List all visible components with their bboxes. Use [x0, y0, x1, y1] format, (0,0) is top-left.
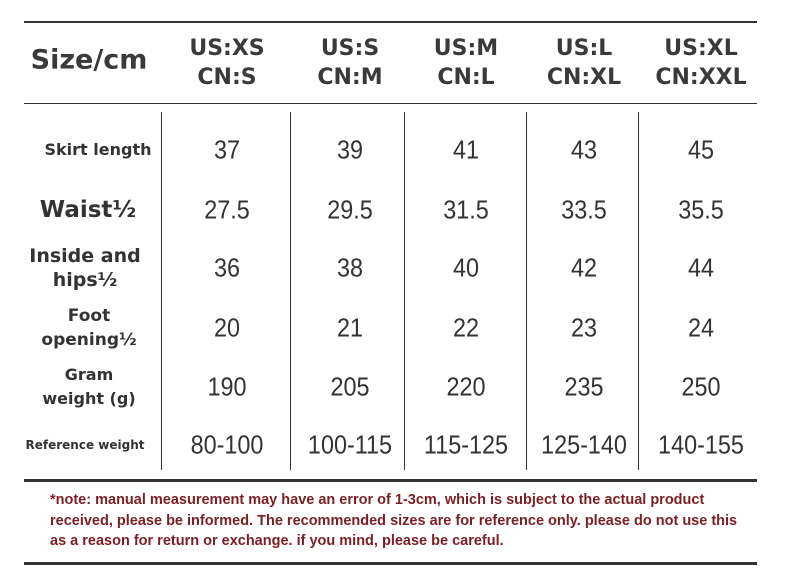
- table-cell: 41: [452, 134, 480, 165]
- row-label: Skirt length: [45, 138, 152, 162]
- table-cell: 36: [213, 252, 241, 283]
- table-cell: 22: [452, 312, 480, 343]
- table-cell: 39: [336, 134, 364, 165]
- table-cell: 220: [446, 371, 486, 402]
- size-column-header: US:L CN:XL: [547, 34, 621, 92]
- table-cell: 23: [570, 312, 598, 343]
- table-cell: 115-125: [423, 429, 509, 460]
- row-label: Inside and hips½: [29, 244, 140, 292]
- us-size: US:S: [320, 36, 380, 61]
- row-label-line: Reference weight: [25, 438, 145, 452]
- table-cell: 190: [207, 371, 247, 402]
- row-label-line: opening½: [41, 330, 137, 350]
- table-cell: 21: [336, 312, 364, 343]
- table-cell: 100-115: [307, 429, 393, 460]
- table-cell: 45: [687, 134, 715, 165]
- row-label: Reference weight: [26, 433, 145, 457]
- table-cell: 27.5: [204, 194, 250, 225]
- header-rule: [24, 103, 757, 104]
- table-cell: 20: [213, 312, 241, 343]
- cn-size: CN:M: [317, 65, 383, 90]
- row-label-line: Foot: [67, 306, 111, 326]
- table-cell: 42: [570, 252, 598, 283]
- us-size: US:L: [555, 36, 613, 61]
- table-cell: 125-140: [541, 429, 627, 460]
- table-cell: 31.5: [443, 194, 489, 225]
- column-divider: [161, 112, 162, 470]
- row-label-line: Gram: [64, 365, 114, 384]
- row-label-line: hips½: [52, 269, 118, 291]
- table-cell: 43: [570, 134, 598, 165]
- table-cell: 250: [681, 371, 721, 402]
- size-column-header: US:M CN:L: [434, 34, 498, 92]
- row-label-line: Skirt length: [44, 140, 152, 159]
- row-label-line: weight (g): [42, 389, 136, 408]
- table-cell: 37: [213, 134, 241, 165]
- table-bottom-rule: [24, 479, 757, 482]
- table-cell: 35.5: [678, 194, 724, 225]
- us-size: US:XL: [664, 36, 738, 61]
- column-divider: [526, 112, 527, 470]
- us-size: US:XS: [189, 36, 265, 61]
- column-divider: [290, 112, 291, 470]
- cn-size: CN:XXL: [655, 65, 747, 90]
- table-cell: 205: [330, 371, 370, 402]
- row-label: Gram weight (g): [42, 363, 135, 411]
- row-label-line: Waist½: [39, 197, 137, 223]
- size-column-header: US:XL CN:XXL: [655, 34, 746, 92]
- bottom-rule: [24, 562, 757, 565]
- top-rule: [24, 21, 757, 23]
- cn-size: CN:L: [437, 65, 495, 90]
- table-cell: 33.5: [561, 194, 607, 225]
- table-cell: 140-155: [658, 429, 744, 460]
- column-divider: [638, 112, 639, 470]
- cn-size: CN:S: [197, 65, 257, 90]
- column-divider: [404, 112, 405, 470]
- table-cell: 40: [452, 252, 480, 283]
- table-cell: 235: [564, 371, 604, 402]
- table-cell: 24: [687, 312, 715, 343]
- cn-size: CN:XL: [546, 65, 622, 90]
- us-size: US:M: [433, 36, 499, 61]
- table-cell: 38: [336, 252, 364, 283]
- disclaimer-note: *note: manual measurement may have an er…: [50, 492, 738, 549]
- row-label: Foot opening½: [41, 304, 136, 352]
- table-cell: 80-100: [190, 429, 264, 460]
- row-label-line: Inside and: [29, 245, 141, 267]
- table-cell: 29.5: [327, 194, 373, 225]
- size-column-header: US:XS CN:S: [189, 34, 264, 92]
- size-column-header: US:S CN:M: [317, 34, 382, 92]
- row-label: Waist½: [40, 198, 136, 222]
- table-cell: 44: [687, 252, 715, 283]
- corner-label: Size/cm: [30, 44, 148, 76]
